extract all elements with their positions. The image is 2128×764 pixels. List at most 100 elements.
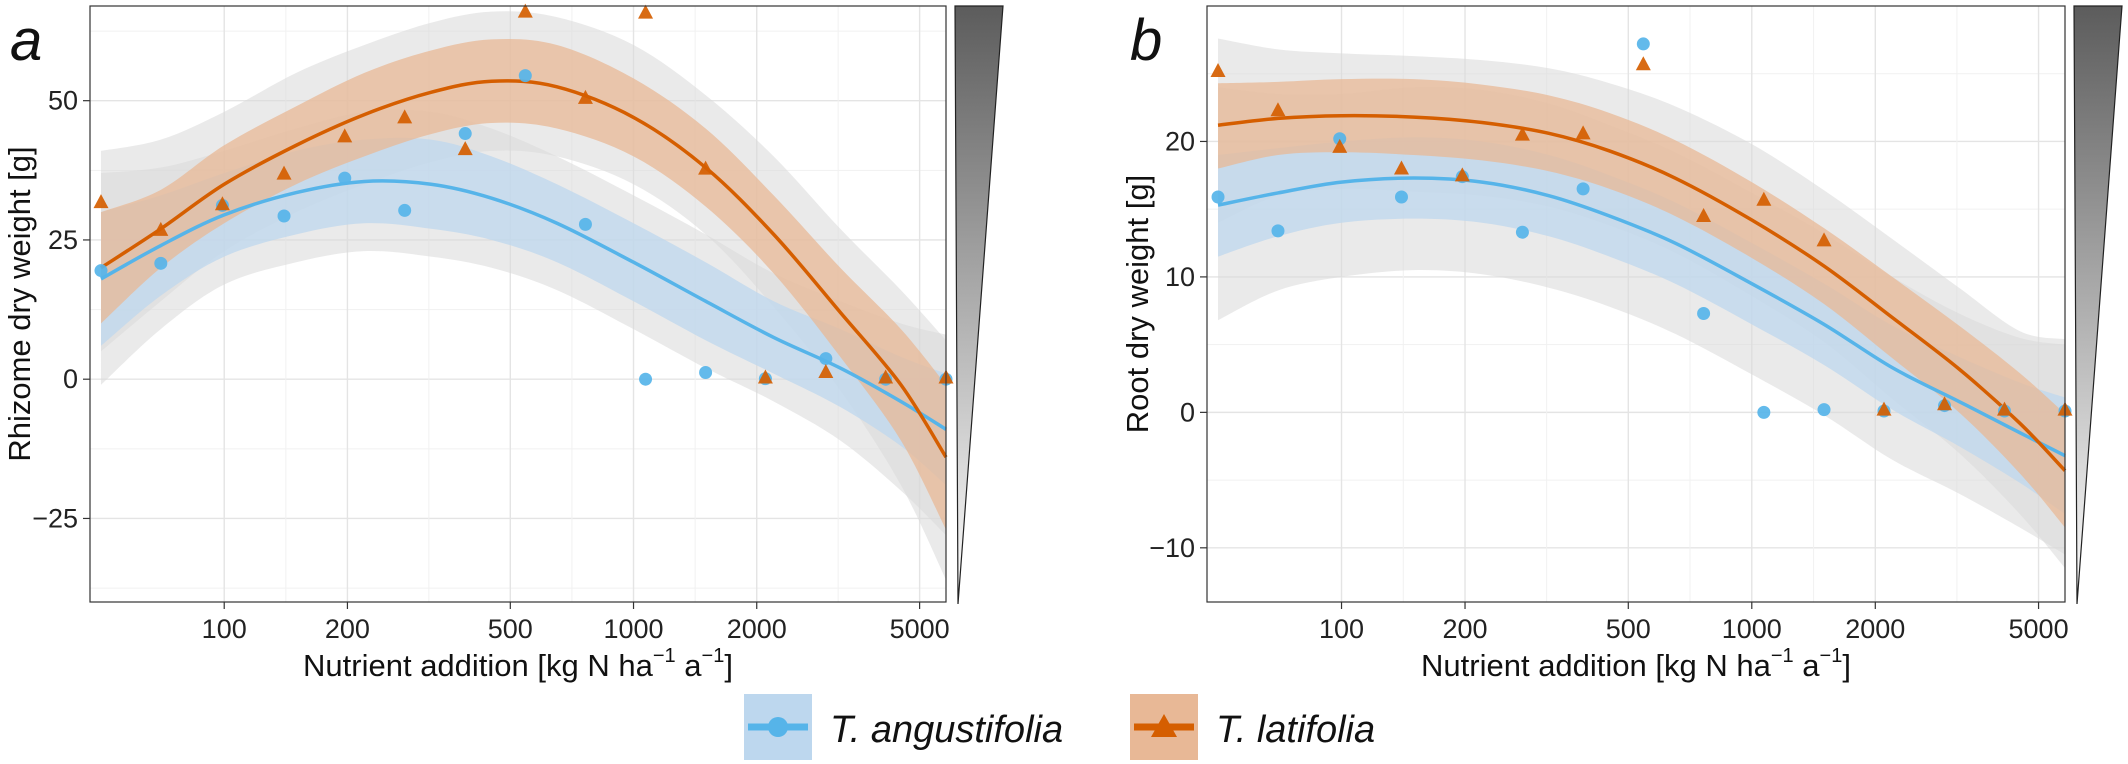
legend-key-marker — [768, 717, 788, 737]
data-point — [398, 203, 412, 217]
x-tick-label: 2000 — [1845, 614, 1905, 644]
x-tick-label: 200 — [1442, 614, 1487, 644]
plot-frame — [89, 5, 947, 603]
data-point — [757, 369, 773, 384]
data-point — [1514, 126, 1530, 141]
y-tick-label: −25 — [32, 503, 78, 533]
data-point — [1332, 138, 1348, 153]
y-tick-label: 0 — [1180, 397, 1195, 427]
inner-confidence-bands — [1218, 78, 2065, 528]
x-axis-label: Nutrient addition [kg N ha−1 a−1] — [1421, 645, 1851, 683]
data-point — [1697, 306, 1711, 320]
data-point — [93, 194, 109, 209]
data-point — [154, 256, 168, 270]
data-point — [1937, 396, 1953, 411]
y-tick-label: 25 — [48, 225, 78, 255]
y-tick-label: 10 — [1165, 262, 1195, 292]
data-point — [1696, 207, 1712, 222]
data-point — [1996, 401, 2012, 416]
y-axis-label: Root dry weight [g] — [1120, 175, 1155, 433]
data-point — [1756, 191, 1772, 206]
inner-confidence-bands — [100, 38, 946, 530]
data-point — [1817, 403, 1831, 417]
x-tick-label: 500 — [488, 614, 533, 644]
inner-band-angustifolia — [100, 137, 946, 486]
data-point — [1515, 225, 1529, 239]
legend-item-latifolia: T. latifolia — [1130, 694, 1375, 760]
data-point — [818, 363, 834, 378]
x-tick-label: 100 — [202, 614, 247, 644]
y-axis-label: Rhizome dry weight [g] — [2, 146, 37, 461]
x-tick-label: 5000 — [890, 614, 950, 644]
x-axis-label: Nutrient addition [kg N ha−1 a−1] — [303, 645, 733, 683]
fit-line-latifolia — [1217, 113, 2067, 472]
legend-label: T. latifolia — [1216, 709, 1375, 751]
inner-band-angustifolia — [1218, 137, 2065, 514]
x-tick-label: 5000 — [2009, 614, 2069, 644]
panel-letter: b — [1130, 8, 1162, 73]
data-point — [214, 196, 230, 211]
x-axis-ticks: 100 200 500 1000 2000 5000 — [202, 602, 950, 644]
x-tick-label: 200 — [325, 614, 370, 644]
data-point — [397, 109, 413, 124]
y-tick-label: −10 — [1149, 533, 1195, 563]
x-tick-label: 2000 — [727, 614, 787, 644]
data-point — [338, 171, 352, 185]
data-point — [1635, 56, 1651, 71]
data-point — [1576, 182, 1590, 196]
fit-lines — [1217, 113, 2067, 472]
data-point — [1393, 160, 1409, 175]
x-tick-label: 100 — [1319, 614, 1364, 644]
data-point — [1394, 190, 1408, 204]
data-point — [1270, 102, 1286, 117]
panel-b: 100 200 500 1000 2000 5000 −10 0 10 20 b Root dr… — [1120, 5, 2123, 683]
legend-key-marker — [1151, 714, 1177, 737]
data-point — [1210, 63, 1226, 78]
legend: T. angustifolia T. latifolia — [744, 694, 1375, 760]
legend-item-angustifolia: T. angustifolia — [744, 694, 1063, 760]
plot-frame — [1206, 5, 2066, 603]
data-point — [1636, 37, 1650, 51]
data-point — [337, 128, 353, 143]
data-point — [94, 264, 108, 278]
data-point — [458, 127, 472, 141]
data-point — [518, 69, 532, 83]
data-points — [1210, 37, 2073, 419]
y-tick-label: 20 — [1165, 126, 1195, 156]
data-point — [578, 217, 592, 231]
data-point — [1454, 167, 1470, 182]
legend-label: T. angustifolia — [830, 709, 1063, 751]
data-point — [1333, 132, 1347, 146]
data-point — [276, 165, 292, 180]
fit-line-latifolia — [100, 79, 948, 459]
y-tick-label: 0 — [63, 364, 78, 394]
data-point — [577, 89, 593, 104]
data-point — [1271, 224, 1285, 238]
y-axis-ticks: −25 0 25 50 — [32, 86, 90, 533]
x-tick-label: 1000 — [1722, 614, 1782, 644]
gradient-wedge-legend — [954, 5, 1004, 605]
data-point — [1211, 190, 1225, 204]
inner-band-latifolia — [100, 38, 946, 530]
fit-line-angustifolia — [1217, 176, 2066, 458]
panel-letter: a — [10, 8, 42, 73]
data-point — [639, 372, 653, 386]
gradient-wedge-legend — [2073, 5, 2123, 605]
data-point — [1816, 232, 1832, 247]
data-point — [457, 141, 473, 156]
x-tick-label: 1000 — [603, 614, 663, 644]
y-tick-label: 50 — [48, 86, 78, 116]
data-point — [153, 221, 169, 236]
data-point — [699, 366, 713, 380]
inner-band-latifolia — [1218, 78, 2065, 528]
x-tick-label: 500 — [1606, 614, 1651, 644]
data-point — [878, 369, 894, 384]
data-point — [517, 3, 533, 18]
panel-a: 100 200 500 1000 2000 5000 −25 0 25 50 a Rhizome… — [2, 3, 1004, 683]
data-point — [638, 4, 654, 19]
data-point — [698, 160, 714, 175]
y-axis-ticks: −10 0 10 20 — [1149, 126, 1207, 563]
data-point — [819, 352, 833, 366]
data-point — [1757, 405, 1771, 419]
